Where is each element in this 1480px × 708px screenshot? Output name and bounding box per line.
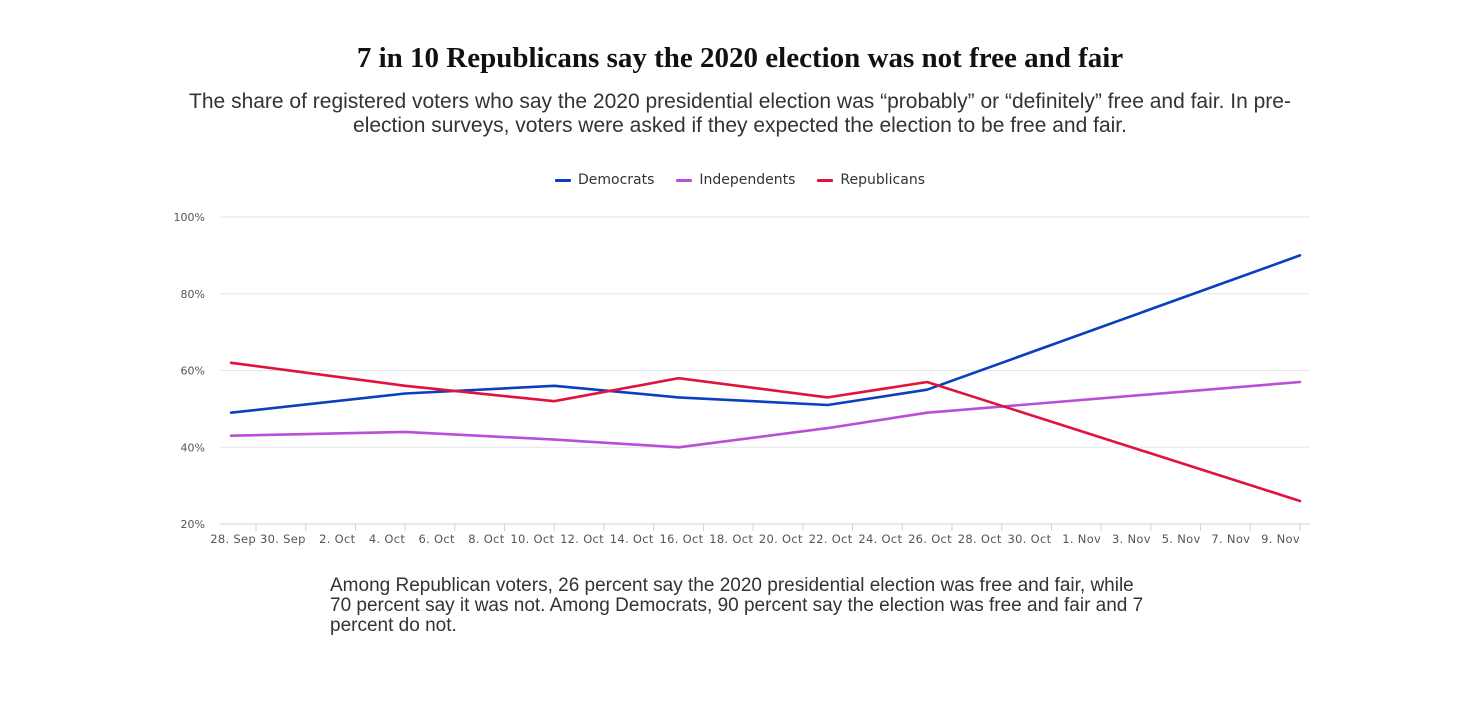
legend-label-independents: Independents: [699, 172, 796, 188]
x-axis: 28. Sep 30. Sep 2. Oct 4. Oct 6. Oct 8. Oct 10…: [210, 523, 1310, 546]
x-tick-label: 28. Sep: [210, 532, 256, 546]
legend-swatch-independents: [676, 178, 693, 182]
x-tick-label: 1. Nov: [1062, 532, 1101, 546]
legend-swatch-republicans: [817, 178, 834, 182]
x-tick-label: 6. Oct: [419, 532, 456, 546]
x-tick-label: 3. Nov: [1112, 532, 1151, 546]
y-tick-label-60: 60%: [181, 365, 205, 378]
x-tick-label: 4. Oct: [369, 532, 406, 546]
x-tick-label: 18. Oct: [709, 532, 753, 546]
y-tick-label-20: 20%: [181, 518, 205, 531]
x-tick-label: 12. Oct: [560, 532, 604, 546]
legend-item-independents[interactable]: Independents: [676, 172, 795, 188]
x-tick-label: 7. Nov: [1211, 532, 1250, 546]
x-tick-label: 10. Oct: [510, 532, 554, 546]
gridlines: [220, 216, 1310, 448]
y-tick-label-100: 100%: [174, 211, 205, 224]
x-tick-label: 16. Oct: [659, 532, 703, 546]
y-tick-label-40: 40%: [181, 441, 205, 454]
legend-swatch-democrats: [554, 178, 571, 182]
x-tick-label: 30. Sep: [260, 532, 306, 546]
x-tick-label: 14. Oct: [610, 532, 654, 546]
x-tick-label: 30. Oct: [1007, 532, 1051, 546]
legend-item-republicans[interactable]: Republicans: [817, 172, 925, 188]
x-tick-label: 20. Oct: [759, 532, 803, 546]
line-chart: 20% 40% 60% 80% 100% 28. Sep 30. Sep 2. Oct 4. …: [174, 211, 1310, 546]
series-line-republicans: [229, 361, 1302, 503]
series-line-democrats: [229, 254, 1302, 414]
x-tick-label: 5. Nov: [1162, 532, 1201, 546]
x-tick-label: 26. Oct: [908, 532, 952, 546]
y-axis: 20% 40% 60% 80% 100%: [174, 211, 205, 531]
chart-caption: Among Republican voters, 26 percent say …: [330, 575, 1144, 636]
legend-item-democrats[interactable]: Democrats: [554, 172, 655, 188]
series-lines: [229, 254, 1302, 503]
x-tick-label: 2. Oct: [319, 532, 356, 546]
legend-label-democrats: Democrats: [577, 172, 655, 188]
y-tick-label-80: 80%: [181, 288, 205, 301]
x-tick-label: 22. Oct: [809, 532, 853, 546]
x-tick-label: 8. Oct: [468, 532, 505, 546]
series-line-independents: [229, 380, 1302, 449]
x-tick-label: 24. Oct: [858, 532, 902, 546]
chart-legend: Democrats Independents Republicans: [0, 172, 1480, 188]
legend-label-republicans: Republicans: [840, 172, 926, 188]
chart-title: 7 in 10 Republicans say the 2020 electio…: [356, 42, 1124, 74]
x-tick-label: 9. Nov: [1261, 532, 1300, 546]
chart-subtitle: The share of registered voters who say t…: [189, 90, 1291, 137]
x-tick-label: 28. Oct: [958, 532, 1002, 546]
